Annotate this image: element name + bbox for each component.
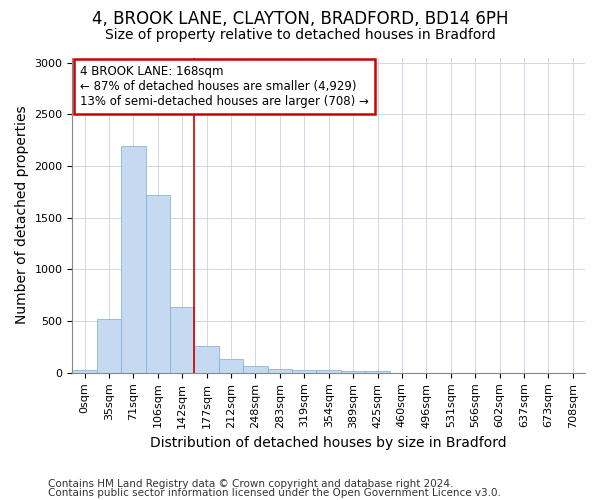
Bar (194, 346, 219, 373)
Bar (316, 370, 341, 373)
Bar (268, 368, 292, 373)
Text: Contains HM Land Registry data © Crown copyright and database right 2024.: Contains HM Land Registry data © Crown c… (48, 479, 454, 489)
Bar (73, 370, 97, 373)
Bar (292, 370, 316, 373)
Bar (170, 307, 194, 373)
Bar (146, 195, 170, 373)
Bar (121, 146, 146, 373)
Bar (97, 319, 121, 373)
Y-axis label: Number of detached properties: Number of detached properties (15, 106, 29, 324)
Bar (341, 371, 365, 373)
Bar (219, 360, 243, 373)
Text: 4, BROOK LANE, CLAYTON, BRADFORD, BD14 6PH: 4, BROOK LANE, CLAYTON, BRADFORD, BD14 6… (92, 10, 508, 28)
Text: Contains public sector information licensed under the Open Government Licence v3: Contains public sector information licen… (48, 488, 501, 498)
Text: Size of property relative to detached houses in Bradford: Size of property relative to detached ho… (104, 28, 496, 42)
Bar (243, 366, 268, 373)
Bar (365, 372, 390, 373)
Text: 4 BROOK LANE: 168sqm
← 87% of detached houses are smaller (4,929)
13% of semi-de: 4 BROOK LANE: 168sqm ← 87% of detached h… (80, 66, 369, 108)
X-axis label: Distribution of detached houses by size in Bradford: Distribution of detached houses by size … (151, 436, 507, 450)
